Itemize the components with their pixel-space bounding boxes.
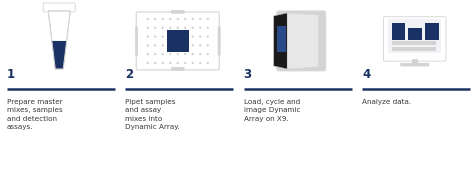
- Circle shape: [199, 62, 201, 64]
- Circle shape: [162, 35, 164, 38]
- Circle shape: [199, 35, 201, 38]
- Text: Analyze data.: Analyze data.: [362, 99, 411, 105]
- FancyBboxPatch shape: [400, 63, 429, 66]
- Circle shape: [162, 53, 164, 55]
- Bar: [412, 59, 418, 65]
- Bar: [392, 47, 437, 51]
- Circle shape: [146, 18, 149, 20]
- Bar: [425, 23, 439, 40]
- Circle shape: [199, 18, 201, 20]
- Circle shape: [207, 62, 209, 64]
- Circle shape: [184, 27, 186, 29]
- Bar: [409, 28, 422, 40]
- Circle shape: [162, 62, 164, 64]
- Circle shape: [154, 27, 156, 29]
- FancyBboxPatch shape: [171, 67, 184, 70]
- Circle shape: [191, 62, 194, 64]
- Circle shape: [154, 35, 156, 38]
- Bar: [392, 23, 405, 40]
- Circle shape: [176, 27, 179, 29]
- Circle shape: [169, 35, 172, 38]
- Circle shape: [176, 44, 179, 47]
- Circle shape: [199, 53, 201, 55]
- Circle shape: [162, 27, 164, 29]
- Circle shape: [207, 44, 209, 47]
- Circle shape: [199, 44, 201, 47]
- Polygon shape: [287, 13, 319, 69]
- FancyBboxPatch shape: [383, 17, 446, 61]
- Text: 4: 4: [362, 68, 370, 81]
- Circle shape: [154, 62, 156, 64]
- FancyBboxPatch shape: [136, 12, 219, 70]
- Circle shape: [207, 35, 209, 38]
- Text: Pipet samples
and assay
mixes into
Dynamic Array.: Pipet samples and assay mixes into Dynam…: [125, 99, 180, 130]
- Circle shape: [184, 53, 186, 55]
- Circle shape: [176, 62, 179, 64]
- Circle shape: [169, 18, 172, 20]
- Text: 1: 1: [7, 68, 15, 81]
- Circle shape: [207, 18, 209, 20]
- Text: 2: 2: [125, 68, 133, 81]
- Circle shape: [191, 27, 194, 29]
- Circle shape: [169, 27, 172, 29]
- Circle shape: [154, 53, 156, 55]
- Circle shape: [184, 62, 186, 64]
- Bar: [392, 41, 437, 45]
- Circle shape: [207, 27, 209, 29]
- Polygon shape: [48, 11, 70, 69]
- Bar: [388, 19, 441, 53]
- FancyBboxPatch shape: [218, 27, 220, 55]
- Circle shape: [176, 18, 179, 20]
- Polygon shape: [274, 13, 287, 69]
- Circle shape: [146, 44, 149, 47]
- FancyBboxPatch shape: [277, 11, 326, 71]
- Circle shape: [162, 18, 164, 20]
- Circle shape: [169, 53, 172, 55]
- Circle shape: [184, 44, 186, 47]
- Polygon shape: [52, 41, 67, 69]
- Circle shape: [154, 44, 156, 47]
- Circle shape: [199, 27, 201, 29]
- FancyBboxPatch shape: [171, 10, 184, 13]
- Bar: [277, 26, 286, 52]
- Circle shape: [184, 35, 186, 38]
- Text: Prepare master
mixes, samples
and detection
assays.: Prepare master mixes, samples and detect…: [7, 99, 62, 130]
- Circle shape: [191, 35, 194, 38]
- Circle shape: [162, 44, 164, 47]
- Circle shape: [154, 18, 156, 20]
- Circle shape: [176, 35, 179, 38]
- Circle shape: [191, 44, 194, 47]
- Text: Load, cycle and
image Dynamic
Array on X9.: Load, cycle and image Dynamic Array on X…: [244, 99, 300, 122]
- Circle shape: [146, 53, 149, 55]
- Bar: [167, 30, 189, 52]
- Circle shape: [146, 27, 149, 29]
- Circle shape: [176, 53, 179, 55]
- Circle shape: [207, 53, 209, 55]
- Text: 3: 3: [244, 68, 252, 81]
- FancyBboxPatch shape: [136, 27, 138, 55]
- Circle shape: [184, 18, 186, 20]
- Circle shape: [169, 62, 172, 64]
- Circle shape: [191, 53, 194, 55]
- Circle shape: [191, 18, 194, 20]
- Circle shape: [146, 35, 149, 38]
- Circle shape: [169, 44, 172, 47]
- Circle shape: [146, 62, 149, 64]
- FancyBboxPatch shape: [43, 3, 75, 12]
